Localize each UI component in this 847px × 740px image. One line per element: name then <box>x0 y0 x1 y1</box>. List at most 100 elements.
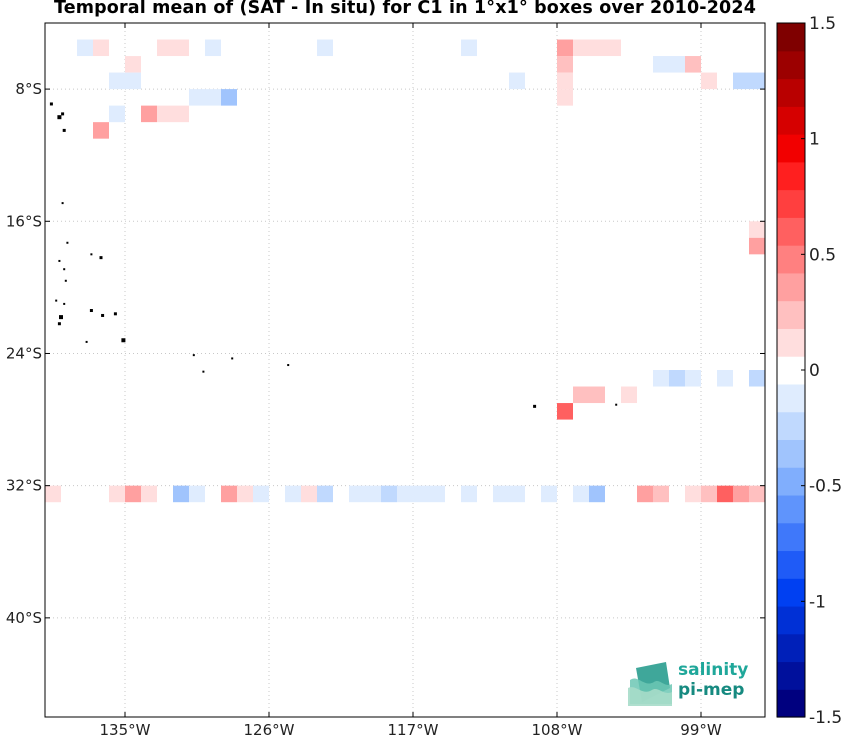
data-box <box>493 485 509 503</box>
data-box <box>749 72 765 90</box>
y-tick-label: 24°S <box>6 344 42 362</box>
data-box <box>157 105 173 123</box>
data-box <box>221 485 237 503</box>
island <box>57 115 62 120</box>
island <box>90 253 93 256</box>
colorbar-segment <box>777 550 805 579</box>
x-tick-label: 135°W <box>100 721 151 739</box>
colorbar: 1.5 1 0.5 0 -0.5 -1 -1.5 <box>776 14 842 728</box>
data-box <box>653 56 669 73</box>
data-box <box>621 386 637 404</box>
y-tick-label: 16°S <box>6 212 42 230</box>
colorbar-segment <box>777 134 805 163</box>
data-box <box>157 39 173 57</box>
data-box <box>317 39 333 57</box>
colorbar-tick-label: 0 <box>809 361 820 381</box>
data-box <box>701 72 717 90</box>
colorbar-segment <box>777 439 805 468</box>
colorbar-tick-label: 1.5 <box>809 14 836 34</box>
data-box <box>573 39 589 57</box>
data-box <box>301 485 317 503</box>
colorbar-segment <box>777 411 805 440</box>
data-box <box>605 39 621 57</box>
colorbar-segment <box>777 245 805 274</box>
colorbar-segment <box>777 50 805 80</box>
colorbar-segment <box>777 78 805 107</box>
island <box>59 315 63 320</box>
data-box <box>589 39 605 57</box>
data-box <box>541 485 557 503</box>
data-box <box>509 485 525 503</box>
data-box <box>125 56 141 73</box>
island <box>121 338 126 343</box>
data-box <box>109 485 125 503</box>
data-box <box>557 39 573 57</box>
data-box <box>45 485 61 503</box>
data-box <box>173 485 189 503</box>
y-tick-label: 32°S <box>6 477 42 495</box>
island <box>202 370 205 373</box>
x-tick-label: 108°W <box>532 721 583 739</box>
x-axis-ticks: 135°W 126°W 117°W 108°W 99°W <box>100 23 722 739</box>
data-box <box>749 221 765 238</box>
colorbar-segment <box>777 23 805 52</box>
colorbar-segment <box>777 272 805 302</box>
colorbar-segment <box>777 356 805 385</box>
data-boxes <box>45 39 765 503</box>
island <box>89 309 93 313</box>
data-box <box>461 39 477 57</box>
data-box <box>189 485 205 503</box>
data-box <box>653 485 669 503</box>
island <box>55 299 58 302</box>
data-box <box>109 72 125 90</box>
data-box <box>189 89 205 106</box>
x-tick-label: 117°W <box>388 721 439 739</box>
island <box>61 112 65 116</box>
colorbar-segment <box>777 605 805 635</box>
island <box>192 354 195 357</box>
island <box>615 403 618 406</box>
colorbar-segment <box>777 161 805 191</box>
colorbar-tick-label: -1 <box>809 592 826 612</box>
colorbar-segment <box>777 300 805 329</box>
island <box>57 322 61 326</box>
data-box <box>557 56 573 73</box>
data-box <box>685 370 701 387</box>
data-box <box>349 485 365 503</box>
colorbar-tick-label: 1 <box>809 130 820 150</box>
colorbar-segment <box>777 494 805 524</box>
island <box>85 340 88 343</box>
island <box>64 279 67 282</box>
island <box>62 128 66 132</box>
data-box <box>749 370 765 387</box>
data-box <box>125 485 141 503</box>
colorbar-segment <box>777 689 805 718</box>
data-box <box>749 485 765 503</box>
land-islands <box>49 102 618 408</box>
data-box <box>717 370 733 387</box>
map-frame <box>44 22 766 718</box>
salinity-pi-mep-logo: salinity pi-mep <box>626 658 756 708</box>
island <box>63 302 66 305</box>
colorbar-segment <box>777 578 805 607</box>
map-background <box>45 23 765 717</box>
colorbar-segment <box>777 383 805 413</box>
data-box <box>141 485 157 503</box>
colorbar-tick-label: 0.5 <box>809 245 836 265</box>
x-tick-label: 126°W <box>244 721 295 739</box>
island <box>63 268 66 271</box>
island <box>101 313 105 317</box>
y-tick-label: 8°S <box>15 80 42 98</box>
data-box <box>173 105 189 123</box>
logo-text-salinity: salinity <box>678 660 749 680</box>
data-box <box>653 370 669 387</box>
logo-text-pi-mep: pi-mep <box>678 680 745 700</box>
island <box>231 357 234 360</box>
data-box <box>557 72 573 90</box>
data-box <box>685 485 701 503</box>
y-axis-ticks: 8°S 16°S 24°S 32°S 40°S <box>6 80 765 627</box>
data-box <box>509 72 525 90</box>
data-box <box>77 39 93 57</box>
data-box <box>125 72 141 90</box>
data-box <box>717 485 733 503</box>
